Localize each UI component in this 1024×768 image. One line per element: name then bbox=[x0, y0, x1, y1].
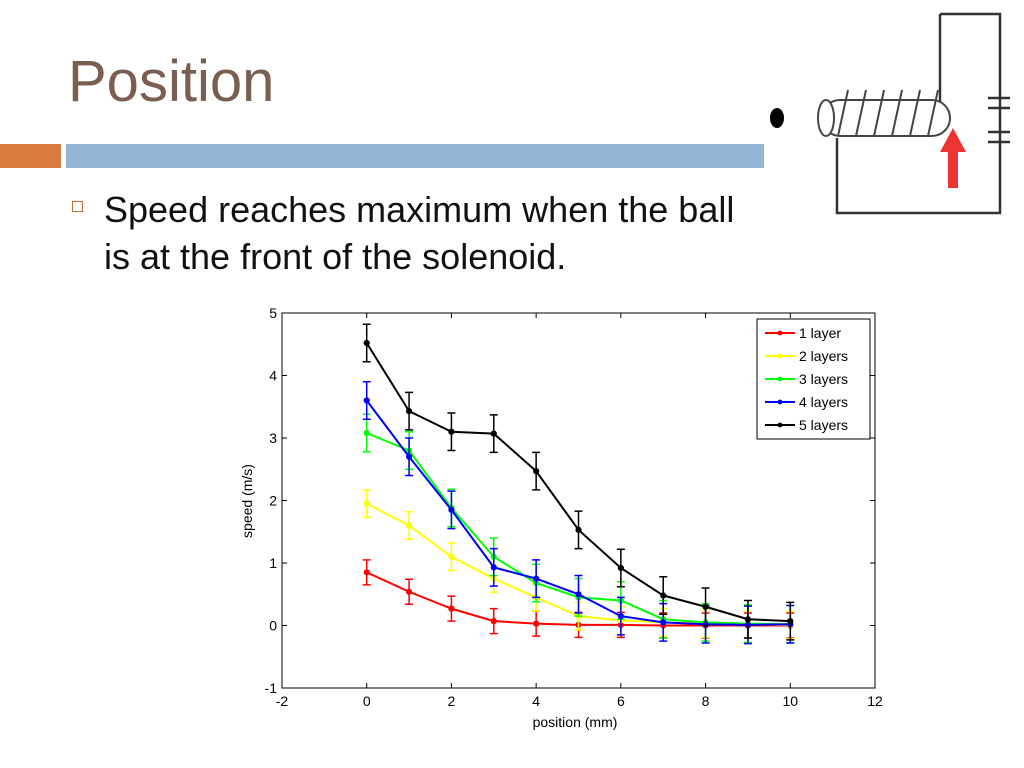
data-point bbox=[363, 569, 370, 576]
data-point bbox=[448, 605, 455, 612]
data-point bbox=[533, 468, 540, 475]
data-point bbox=[744, 616, 752, 623]
data-point bbox=[448, 428, 455, 435]
data-point bbox=[660, 592, 667, 599]
legend-label: 5 layers bbox=[799, 417, 848, 433]
bullet-text: Speed reaches maximum when the ball is a… bbox=[104, 189, 735, 277]
legend-marker bbox=[777, 376, 783, 382]
slide-title: Position bbox=[68, 49, 275, 114]
data-point bbox=[533, 575, 540, 582]
x-tick-label: 8 bbox=[702, 693, 710, 709]
data-point bbox=[490, 430, 497, 437]
data-point bbox=[617, 564, 624, 572]
ball-icon bbox=[770, 108, 784, 128]
x-tick-label: 6 bbox=[617, 693, 625, 709]
y-tick-label: 0 bbox=[269, 618, 277, 634]
x-tick-label: 10 bbox=[782, 693, 798, 709]
legend-marker bbox=[777, 422, 783, 428]
data-point bbox=[533, 620, 540, 627]
accent-bar-blue bbox=[66, 144, 764, 168]
solenoid-circuit-icon bbox=[770, 12, 1010, 215]
data-point bbox=[405, 522, 413, 529]
data-point bbox=[363, 397, 370, 404]
series-5 bbox=[362, 323, 795, 641]
data-point bbox=[363, 339, 370, 347]
data-point bbox=[702, 603, 709, 610]
data-point bbox=[405, 453, 413, 460]
x-tick-label: 4 bbox=[532, 693, 540, 709]
data-point bbox=[363, 429, 370, 437]
solenoid-diagram bbox=[770, 12, 1010, 215]
y-tick-label: 4 bbox=[269, 368, 277, 384]
accent-bar-orange bbox=[0, 144, 61, 168]
legend-marker bbox=[777, 330, 783, 336]
square-bullet-icon bbox=[72, 201, 83, 212]
legend-label: 2 layers bbox=[799, 348, 848, 364]
y-tick-label: 3 bbox=[269, 430, 277, 446]
x-tick-label: 0 bbox=[363, 693, 371, 709]
legend-marker bbox=[777, 353, 783, 359]
legend-marker bbox=[777, 399, 783, 405]
data-point bbox=[448, 506, 455, 513]
legend-label: 1 layer bbox=[799, 325, 841, 341]
y-tick-label: -1 bbox=[265, 680, 278, 696]
x-axis-label: position (mm) bbox=[533, 714, 618, 730]
data-point bbox=[787, 618, 794, 625]
data-point bbox=[490, 564, 497, 571]
red-arrow-icon bbox=[940, 128, 966, 188]
x-tick-label: 2 bbox=[448, 693, 456, 709]
y-axis-label: speed (m/s) bbox=[239, 464, 255, 538]
data-point bbox=[448, 553, 455, 560]
y-tick-label: 5 bbox=[269, 305, 277, 321]
data-point bbox=[575, 591, 582, 598]
data-point bbox=[490, 618, 497, 625]
data-point bbox=[660, 619, 667, 626]
data-point bbox=[617, 613, 624, 620]
data-point bbox=[405, 408, 413, 415]
legend-label: 3 layers bbox=[799, 371, 848, 387]
y-tick-label: 1 bbox=[269, 555, 277, 571]
y-tick-label: 2 bbox=[269, 493, 277, 509]
x-tick-label: -2 bbox=[276, 693, 289, 709]
legend-label: 4 layers bbox=[799, 394, 848, 410]
data-point bbox=[575, 526, 582, 533]
x-tick-label: 12 bbox=[867, 693, 883, 709]
data-point bbox=[363, 500, 370, 507]
data-point bbox=[405, 588, 413, 595]
